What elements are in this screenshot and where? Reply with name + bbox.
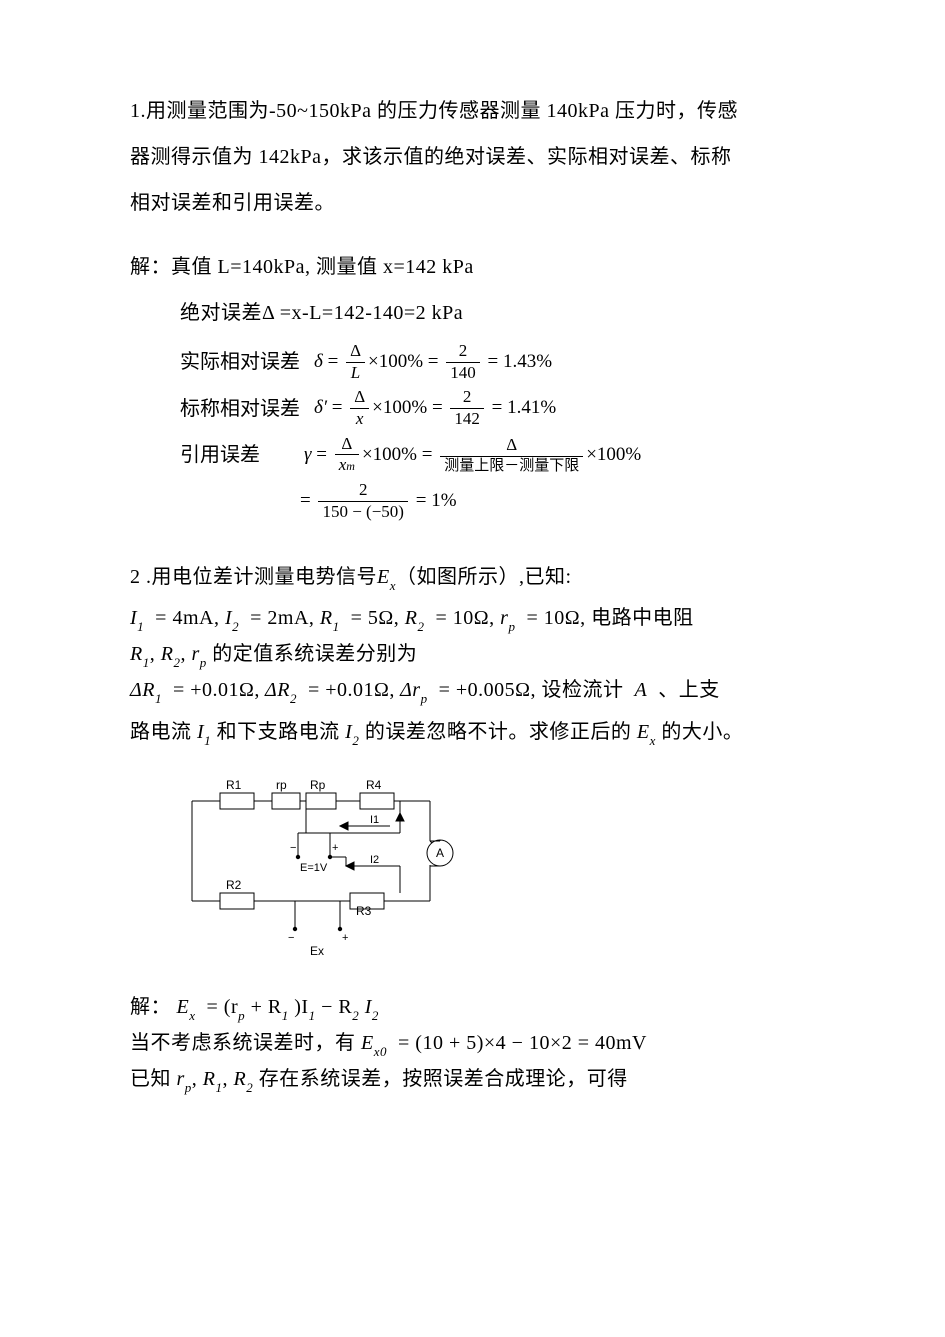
lbl-R1: R1 [226,778,242,792]
p1-rel-nominal-math: δ′ = Δ x ×100% = 2 142 = 1.41% [314,388,556,428]
lbl-minus-2: − [288,932,294,944]
lbl-I2: I2 [370,854,379,866]
p1-stmt-l3: 相对误差和引用误差。 [130,180,815,226]
lbl-rp: rp [276,778,287,792]
p2-stmt-l4: ΔR1 = +0.01Ω, ΔR2 = +0.01Ω, Δrp = +0.005… [130,672,815,708]
p2-sol-l3: 已知 rp, R1, R2 存在系统误差，按照误差合成理论，可得 [130,1061,815,1097]
circuit-diagram: R1 rp Rp R4 A [130,771,815,971]
p1-stmt-l2: 器测得示值为 142kPa，求该示值的绝对误差、实际相对误差、标称 [130,134,815,180]
p1-stmt-l1: 1.用测量范围为-50~150kPa 的压力传感器测量 140kPa 压力时，传… [130,88,815,134]
lbl-A: A [436,846,444,860]
lbl-E: E=1V [300,862,328,874]
p1-rel-actual-label: 实际相对误差 [180,350,300,374]
page: 1.用测量范围为-50~150kPa 的压力传感器测量 140kPa 压力时，传… [0,0,945,1337]
p2-sol-l1: 解： Ex = (rp + R1 )I1 − R2 I2 [130,989,815,1025]
p1-rel-actual-row: 实际相对误差 δ = Δ L ×100% = 2 140 = 1.43% [130,342,815,382]
p1-rel-actual-math: δ = Δ L ×100% = 2 140 = 1.43% [314,342,552,382]
lbl-Ex: Ex [310,944,324,958]
p1-sol-header: 解：真值 L=140kPa, 测量值 x=142 kPa [130,244,815,290]
lbl-R4: R4 [366,778,382,792]
p1-rel-nominal-label: 标称相对误差 [180,397,300,421]
lbl-R3: R3 [356,904,372,918]
lbl-R2: R2 [226,878,242,892]
p1-ref-row1: 引用误差 γ = Δ xm ×100% = Δ 测量上限－测量下限 ×100% [130,435,815,475]
p1-rel-nominal-row: 标称相对误差 δ′ = Δ x ×100% = 2 142 = 1.41% [130,388,815,428]
p2-stmt-l5: 路电流 I1 和下支路电流 I2 的误差忽略不计。求修正后的 Ex 的大小。 [130,709,815,755]
p2-stmt-l3: R1, R2, rp 的定值系统误差分别为 [130,636,815,672]
lbl-I1: I1 [370,814,379,826]
p1-ref-math1: γ = Δ xm ×100% = Δ 测量上限－测量下限 ×100% [304,435,641,475]
p1-ref-math2: = 2 150 − (−50) = 1% [300,481,457,521]
lbl-plus-2: + [342,932,348,944]
lbl-minus-1: − [290,842,296,854]
p2-sol-l2: 当不考虑系统误差时，有 Ex0 = (10 + 5)×4 − 10×2 = 40… [130,1025,815,1061]
p2-stmt-l2: I1 = 4mA, I2 = 2mA, R1 = 5Ω, R2 = 10Ω, r… [130,600,815,636]
lbl-plus-1: + [332,842,338,854]
p1-ref-label: 引用误差 [180,443,260,467]
lbl-Rp: Rp [310,778,326,792]
p1-ref-row2: = 2 150 − (−50) = 1% [130,481,815,521]
p2-stmt-l1: 2 .用电位差计测量电势信号Ex（如图所示）,已知: [130,554,815,600]
p1-abs-err: 绝对误差Δ =x-L=142-140=2 kPa [130,290,815,336]
